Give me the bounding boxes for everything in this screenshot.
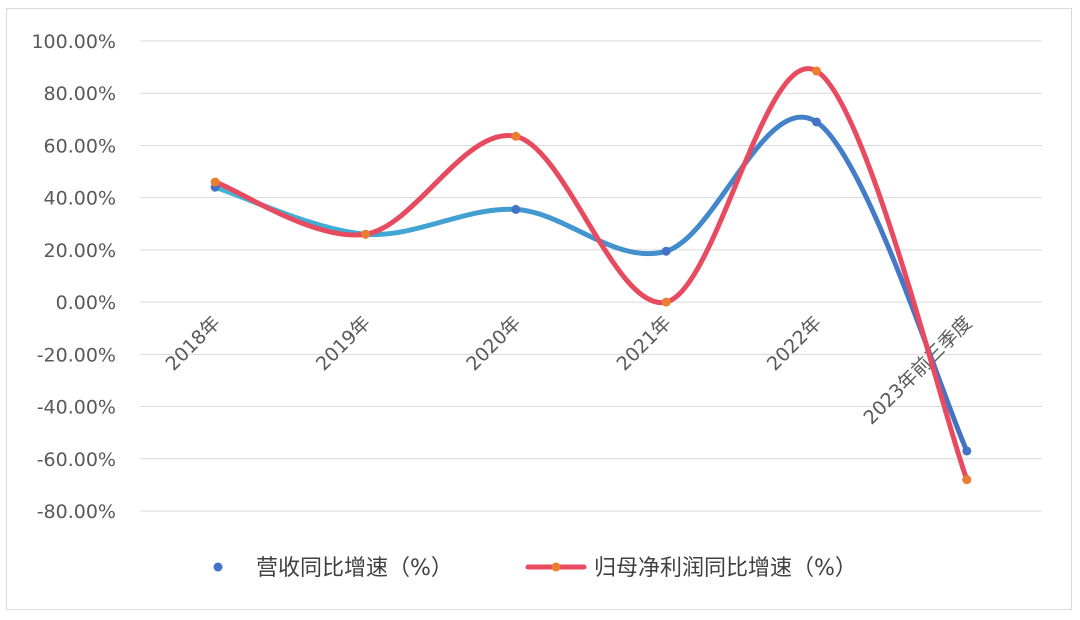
chart-area	[6, 8, 1072, 610]
net-profit-growth-point	[361, 229, 370, 239]
legend: 营收同比增速（%） 归母净利润同比增速（%）	[187, 556, 857, 581]
y-tick-label: 0.00%	[56, 292, 116, 314]
net-profit-growth-line	[212, 66, 970, 483]
net-profit-growth-point	[962, 475, 972, 485]
y-tick-label: -60.00%	[37, 449, 116, 471]
revenue-growth-point	[511, 204, 521, 214]
x-category-label: 2019年	[312, 312, 375, 375]
y-tick-label: 20.00%	[44, 240, 116, 262]
net-profit-growth-point	[511, 131, 521, 141]
y-tick-label: 60.00%	[44, 135, 116, 157]
y-tick-label: -20.00%	[37, 344, 116, 366]
y-tick-label: 40.00%	[44, 188, 116, 210]
legend-label: 营收同比增速（%）	[256, 556, 453, 581]
x-category-label: 2022年	[763, 312, 826, 375]
x-category-label: 2023年前三季度	[859, 312, 976, 429]
x-category-label: 2020年	[462, 312, 525, 375]
legend-label: 归母净利润同比增速（%）	[594, 556, 857, 581]
legend-marker	[551, 562, 561, 572]
revenue-growth-point	[812, 117, 821, 127]
legend-marker	[213, 562, 223, 572]
x-category-label: 2018年	[162, 312, 225, 375]
x-category-label: 2021年	[613, 312, 676, 375]
revenue-growth-point	[661, 246, 671, 256]
y-axis-ticks: 100.00% 80.00% 60.00% 40.00% 20.00% 0.00% -20.…	[31, 31, 116, 523]
net-profit-growth-point	[210, 177, 220, 187]
revenue-growth-point	[962, 446, 972, 456]
net-profit-growth-point	[812, 66, 821, 76]
y-tick-label: 100.00%	[31, 31, 116, 53]
y-tick-label: -80.00%	[37, 501, 116, 523]
legend-revenue: 营收同比增速（%）	[187, 556, 453, 581]
legend-net-profit: 归母净利润同比增速（%）	[525, 556, 857, 581]
x-axis-categories: 2018年 2019年 2020年 2021年 2022年 2023年前三季度	[162, 312, 977, 429]
net-profit-growth-point	[661, 297, 671, 307]
y-tick-label: -40.00%	[37, 397, 116, 419]
y-tick-label: 80.00%	[44, 83, 116, 105]
gridlines	[140, 40, 1042, 512]
series-layer	[210, 66, 972, 485]
revenue-growth-line	[212, 114, 970, 454]
